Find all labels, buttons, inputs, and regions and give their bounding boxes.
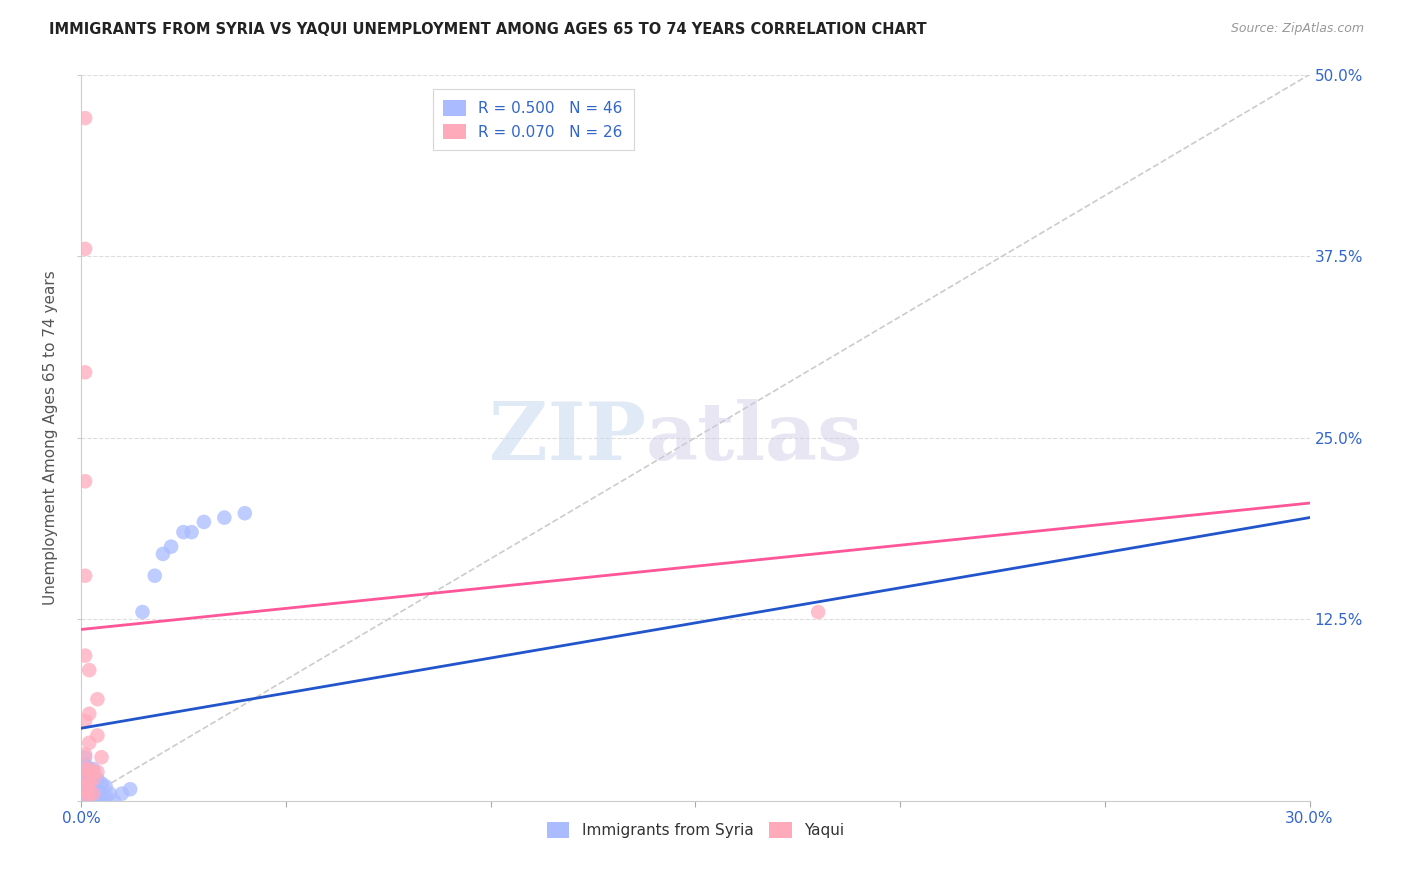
Point <box>75 714 97 728</box>
Point <box>94 789 117 804</box>
Point <box>75 780 97 794</box>
Point <box>77 736 100 750</box>
Y-axis label: Unemployment Among Ages 65 to 74 years: Unemployment Among Ages 65 to 74 years <box>44 270 58 605</box>
Point <box>82 768 104 782</box>
Point <box>82 787 104 801</box>
Point <box>77 706 100 721</box>
Point <box>75 772 97 786</box>
Point <box>86 764 108 779</box>
Point <box>86 729 108 743</box>
Point <box>86 692 108 706</box>
Point <box>120 782 142 797</box>
Point <box>82 794 104 808</box>
Legend: Immigrants from Syria, Yaqui: Immigrants from Syria, Yaqui <box>540 816 851 844</box>
Point <box>75 791 97 805</box>
Point <box>75 791 97 805</box>
Point <box>77 787 100 801</box>
Text: ZIP: ZIP <box>489 399 647 476</box>
Point <box>75 111 97 125</box>
Point <box>77 762 100 776</box>
Point <box>82 764 104 779</box>
Point <box>75 242 97 256</box>
Point <box>233 506 256 520</box>
Point <box>75 648 97 663</box>
Point <box>75 568 97 582</box>
Point <box>77 782 100 797</box>
Point <box>75 782 97 797</box>
Point <box>82 762 104 776</box>
Point <box>160 540 183 554</box>
Point <box>82 772 104 786</box>
Point <box>77 787 100 801</box>
Point <box>90 794 112 808</box>
Point <box>77 663 100 677</box>
Point <box>75 762 97 776</box>
Point <box>152 547 174 561</box>
Point <box>131 605 153 619</box>
Point <box>94 780 117 794</box>
Point <box>75 747 97 762</box>
Point <box>75 772 97 786</box>
Point <box>77 789 100 804</box>
Point <box>75 782 97 797</box>
Point <box>75 750 97 764</box>
Point <box>77 775 100 789</box>
Text: IMMIGRANTS FROM SYRIA VS YAQUI UNEMPLOYMENT AMONG AGES 65 TO 74 YEARS CORRELATIO: IMMIGRANTS FROM SYRIA VS YAQUI UNEMPLOYM… <box>49 22 927 37</box>
Point <box>807 605 830 619</box>
Point <box>103 794 125 808</box>
Point <box>98 787 121 801</box>
Point <box>75 768 97 782</box>
Point <box>77 780 100 794</box>
Point <box>90 750 112 764</box>
Text: Source: ZipAtlas.com: Source: ZipAtlas.com <box>1230 22 1364 36</box>
Point <box>75 475 97 489</box>
Point <box>86 782 108 797</box>
Point <box>75 789 97 804</box>
Point <box>214 510 236 524</box>
Point <box>90 787 112 801</box>
Text: atlas: atlas <box>647 399 863 476</box>
Point <box>172 525 194 540</box>
Point <box>77 762 100 776</box>
Point <box>82 789 104 804</box>
Point <box>75 764 97 779</box>
Point <box>75 757 97 772</box>
Point <box>111 787 134 801</box>
Point <box>77 776 100 790</box>
Point <box>75 365 97 379</box>
Point <box>75 776 97 790</box>
Point <box>90 776 112 790</box>
Point <box>75 787 97 801</box>
Point <box>143 568 166 582</box>
Point <box>77 768 100 782</box>
Point <box>86 772 108 786</box>
Point <box>82 776 104 790</box>
Point <box>180 525 202 540</box>
Point <box>77 794 100 808</box>
Point <box>193 515 215 529</box>
Point <box>82 782 104 797</box>
Point <box>86 791 108 805</box>
